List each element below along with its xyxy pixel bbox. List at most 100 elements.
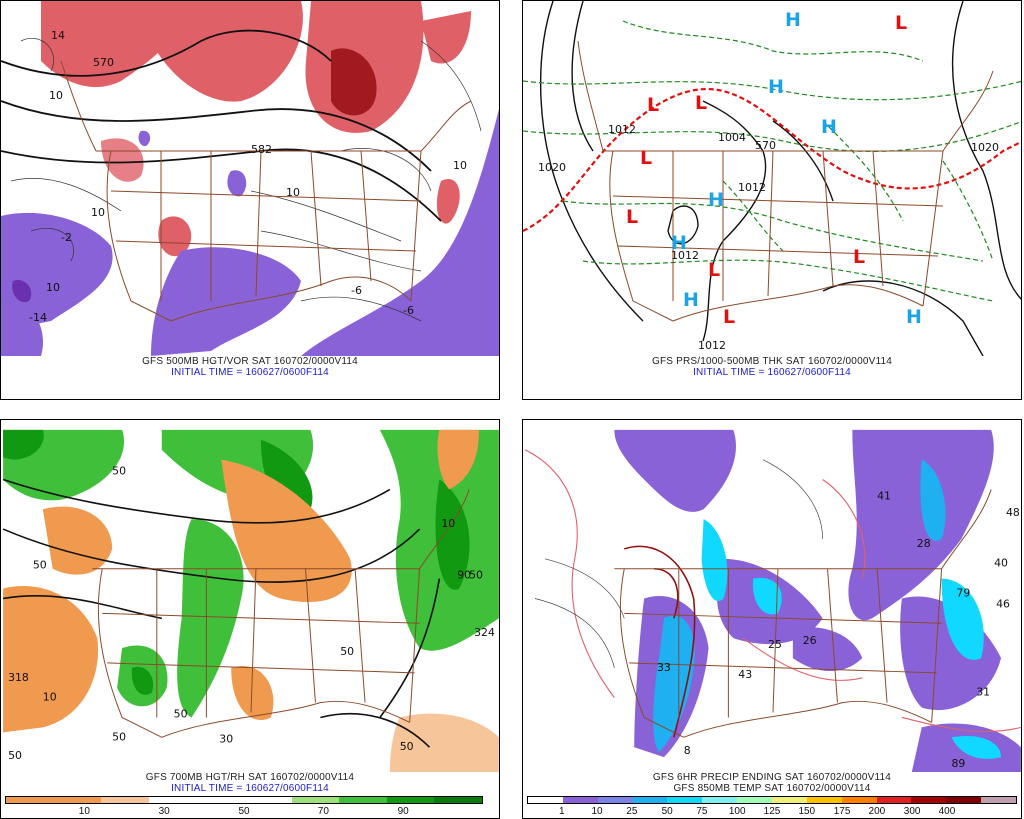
low-pressure-marker: L (895, 12, 907, 34)
rh-label-50f: 50 (174, 707, 188, 720)
contour-label-10e: 10 (91, 206, 105, 219)
colorbar-swatch (53, 797, 102, 803)
rh-tick: 90 (397, 806, 409, 817)
colorbar-swatch (946, 797, 982, 803)
precip-tick: 75 (696, 806, 708, 817)
precip-colorbar (527, 796, 1017, 804)
panel-700mb-hgt-rh: 50 50 50 10 10 50 50 318 324 50 50 50 30… (0, 419, 500, 819)
rh-tick: 30 (158, 806, 170, 817)
high-pressure-marker: H (785, 9, 801, 31)
precip-tick: 10 (591, 806, 603, 817)
contour-label-m6a: -6 (351, 284, 362, 297)
precip-colorbar-ticks: 1 10 25 50 75 100 125 150 175 200 300 40… (527, 806, 1017, 818)
rh-label-50a: 50 (112, 465, 126, 478)
colorbar-swatch (702, 797, 738, 803)
hgt-label-324: 324 (474, 626, 495, 639)
rh-label-30: 30 (219, 732, 233, 745)
colorbar-swatch (876, 797, 912, 803)
precip-label-48: 48 (1006, 506, 1020, 519)
precip-label-43: 43 (738, 668, 752, 681)
isobar-label-1020-west: 1020 (538, 161, 566, 174)
hgt-label-318: 318 (8, 671, 29, 684)
precip-label-79: 79 (956, 586, 970, 599)
colorbar-swatch (434, 797, 482, 803)
colorbar-swatch (806, 797, 842, 803)
low-pressure-marker: L (640, 147, 652, 169)
high-pressure-marker: H (768, 76, 784, 98)
rh-label-50d: 50 (340, 645, 354, 658)
isobar-label-1012-b: 1012 (738, 181, 766, 194)
colorbar-swatch (528, 797, 563, 803)
colorbar-swatch (737, 797, 773, 803)
caption-initial-time: INITIAL TIME = 160627/0600F114 (171, 783, 329, 794)
panel-500mb-hgt-vor: 570 582 10 10 10 10 10 -6 -6 -2 -14 14 G… (0, 0, 500, 400)
colorbar-swatch (101, 797, 149, 803)
precip-label-33: 33 (657, 661, 671, 674)
contour-label-570: 570 (93, 56, 114, 69)
high-pressure-marker: H (671, 232, 687, 254)
contour-label-m6b: -6 (403, 304, 414, 317)
high-pressure-marker: H (683, 289, 699, 311)
contour-label-m14: -14 (29, 311, 47, 324)
precip-label-89: 89 (951, 757, 965, 770)
contour-label-m2: -2 (61, 231, 72, 244)
precip-tick: 400 (938, 806, 956, 817)
colorbar-swatch (981, 797, 1017, 803)
rh-label-50c: 50 (8, 749, 22, 762)
panel-prs-thk: 1020 1012 1004 1012 1012 1012 1020 570 H… (522, 0, 1022, 400)
precip-label-31: 31 (976, 686, 990, 699)
colorbar-swatch (597, 797, 633, 803)
caption-initial-time: INITIAL TIME = 160627/0600F114 (693, 367, 851, 378)
contour-label-10a: 10 (49, 89, 63, 102)
rh-colorbar (5, 796, 483, 804)
isobar-label-1012-c: 1012 (671, 249, 699, 262)
low-pressure-marker: L (695, 92, 707, 114)
colorbar-swatch (291, 797, 340, 803)
rh-label-50g: 50 (112, 730, 126, 743)
rh-label-90: 90 (457, 569, 471, 582)
colorbar-swatch (911, 797, 947, 803)
colorbar-swatch (562, 797, 598, 803)
rh-colorbar-ticks: 10 30 50 70 90 (5, 806, 483, 818)
precip-label-26: 26 (803, 634, 817, 647)
rh-label-50e: 50 (469, 569, 483, 582)
rh-tick: 50 (238, 806, 250, 817)
precip-tick: 25 (626, 806, 638, 817)
caption-line1: GFS 700MB HGT/RH SAT 160702/0000V114 (145, 772, 355, 783)
contour-label-10c: 10 (453, 159, 467, 172)
colorbar-swatch (632, 797, 668, 803)
precip-tick: 1 (559, 806, 565, 817)
isobar-label-1004: 1004 (718, 131, 746, 144)
caption-line1: GFS PRS/1000-500MB THK SAT 160702/0000V1… (651, 356, 893, 367)
colorbar-swatch (148, 797, 197, 803)
low-pressure-marker: L (853, 246, 865, 268)
precip-label-8: 8 (684, 744, 691, 757)
low-pressure-marker: L (708, 259, 720, 281)
colorbar-swatch (667, 797, 703, 803)
map-6hr-precipitation: 41 48 40 46 79 28 33 43 26 25 31 89 8 (524, 420, 1021, 772)
map-pressure-thickness: 1020 1012 1004 1012 1012 1012 1020 570 H… (523, 1, 1021, 356)
precip-tick: 300 (903, 806, 921, 817)
colorbar-swatch (339, 797, 387, 803)
caption-initial-time: INITIAL TIME = 160627/0600F114 (171, 367, 329, 378)
precip-label-46: 46 (996, 597, 1010, 610)
contour-label-10b: 10 (286, 186, 300, 199)
caption-line1: GFS 500MB HGT/VOR SAT 160702/0000V114 (142, 356, 358, 367)
low-pressure-marker: L (647, 94, 659, 116)
precip-label-25: 25 (768, 638, 782, 651)
precip-tick: 150 (798, 806, 816, 817)
high-pressure-marker: H (821, 116, 837, 138)
precip-label-40: 40 (994, 557, 1008, 570)
contour-label-10d: 10 (46, 281, 60, 294)
low-pressure-marker: L (723, 306, 735, 328)
colorbar-swatch (196, 797, 244, 803)
rh-tick: 10 (78, 806, 90, 817)
precip-tick: 50 (661, 806, 673, 817)
rh-label-50h: 50 (400, 740, 414, 753)
precip-tick: 200 (868, 806, 886, 817)
colorbar-swatch (243, 797, 292, 803)
colorbar-swatch (841, 797, 877, 803)
precip-tick: 100 (728, 806, 746, 817)
rh-label-10a: 10 (43, 691, 57, 704)
precip-label-41: 41 (877, 489, 891, 502)
